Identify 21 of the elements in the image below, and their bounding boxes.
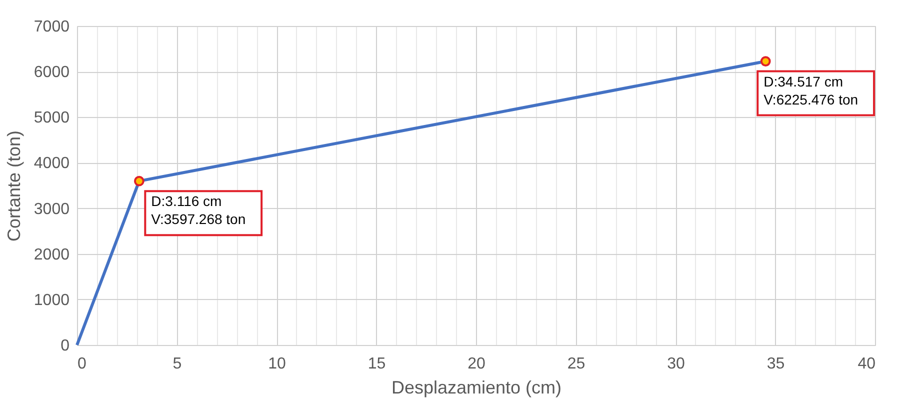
x-tick-label: 20 — [468, 356, 486, 372]
x-tick-label: 5 — [172, 356, 182, 372]
x-tick-label: 40 — [858, 356, 876, 372]
y-axis-title: Cortante (ton) — [4, 130, 24, 242]
y-tick-label: 3000 — [34, 200, 70, 218]
y-tick-label: 0 — [60, 338, 70, 354]
x-tick-label: 25 — [567, 356, 586, 372]
annotation: D:3.116 cm V:3597.268 ton — [151, 193, 246, 228]
annotation: D:34.517 cm V:6225.476 ton — [764, 73, 858, 108]
x-tick-label: 30 — [667, 356, 685, 372]
x-axis-title: Desplazamiento (cm) — [391, 378, 562, 398]
x-tick-label: 0 — [78, 356, 86, 372]
x-tick-label: 10 — [268, 356, 286, 372]
y-tick-label: 2000 — [34, 246, 70, 264]
x-tick-label: 15 — [368, 356, 386, 372]
y-tick-label: 5000 — [34, 110, 70, 127]
y-tick-label: 1000 — [34, 292, 70, 309]
x-tick-label: 35 — [766, 356, 785, 372]
y-tick-label: 7000 — [34, 18, 70, 36]
y-tick-label: 6000 — [34, 64, 70, 82]
y-tick-label: 4000 — [34, 155, 70, 172]
